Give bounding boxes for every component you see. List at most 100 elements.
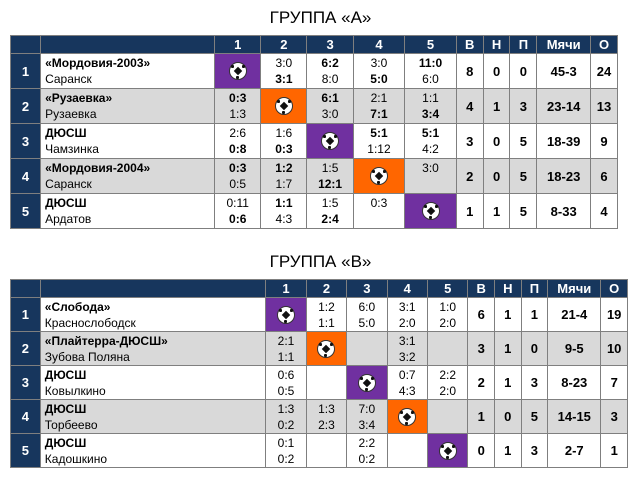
score-first-match: 0:3	[229, 161, 247, 175]
table-row: 4 ДЮСШ Торбеево 1:3 0:2 1:3 2:3 7:0 3:4 1 0 5 14-15…	[10, 399, 628, 434]
losses-cell: 3	[520, 433, 549, 468]
group-b-table: 1 2 3 4 5 В Н П Мячи О 1 «Слобода» Краснослободск 1:2…	[10, 279, 628, 468]
team-name: ДЮСШ	[44, 401, 87, 416]
score-second-match: 3:4	[358, 417, 376, 432]
team-city: Торбеево	[44, 417, 98, 432]
soccer-ball-icon	[438, 441, 457, 460]
draws-cell: 0	[482, 53, 511, 89]
column-header: 1	[214, 35, 262, 54]
team-cell: ДЮСШ Кадошкино	[39, 433, 267, 468]
team-city: Саранск	[45, 177, 92, 191]
score-second-match	[388, 451, 427, 467]
goals-cell: 21-4	[547, 297, 602, 332]
row-number: 2	[10, 331, 41, 366]
score-second-match: 12:1	[318, 177, 343, 191]
score-cell: 1:2 1:1	[305, 297, 348, 332]
team-name: «Рузаевка»	[45, 91, 113, 105]
score-cell	[426, 331, 469, 366]
column-header: 2	[305, 279, 348, 298]
column-header: 5	[426, 279, 469, 298]
table-row: 5 ДЮСШ Ардатов 0:11 0:6 1:1 4:3 1:5 2:4 0:3 1 1 5 8-…	[9, 193, 618, 229]
score-cell: 1:2 1:7	[260, 158, 308, 194]
score-second-match: 0:5	[229, 177, 247, 191]
column-header: Н	[482, 35, 511, 54]
score-second-match	[428, 417, 467, 433]
points-cell: 7	[600, 365, 628, 400]
score-first-match: 1:5	[321, 196, 339, 210]
score-second-match: 2:0	[398, 315, 416, 330]
column-header: П	[509, 35, 538, 54]
score-cell: 0:7 4:3	[386, 365, 428, 400]
score-second-match	[405, 176, 456, 192]
column-header: Н	[494, 279, 522, 298]
goals-cell: 14-15	[547, 399, 602, 434]
score-second-match: 3:4	[421, 107, 440, 121]
score-first-match: 11:0	[418, 56, 443, 70]
column-header: В	[455, 35, 484, 54]
score-cell: 2:1 1:1	[265, 331, 307, 366]
score-first-match: 1:6	[275, 126, 293, 140]
team-cell: ДЮСШ Ковылкино	[39, 365, 267, 400]
score-second-match	[307, 383, 346, 399]
row-number: 3	[9, 123, 42, 159]
table-row: 2 «Рузаевка» Рузаевка 0:3 1:3 6:1 3:0 2:1 7:1 1:1…	[9, 88, 618, 124]
team-cell: ДЮСШ Чамзинка	[40, 123, 216, 159]
score-cell: 7:0 3:4	[346, 399, 388, 434]
wins-cell: 2	[455, 158, 484, 194]
team-city: Ковылкино	[44, 383, 106, 398]
draws-cell: 1	[482, 88, 511, 124]
score-first-match: 6:1	[321, 91, 339, 105]
soccer-ball-icon	[277, 305, 295, 324]
score-second-match: 2:0	[439, 383, 457, 398]
table-row: 1 «Мордовия-2003» Саранск 3:0 3:1 6:2 8:0 3:0 5:…	[9, 53, 618, 89]
score-first-match: 1:3	[277, 401, 295, 416]
header-blank	[39, 279, 267, 298]
wins-cell: 1	[455, 193, 484, 229]
score-second-match	[354, 211, 405, 227]
score-cell: 2:1 7:1	[352, 88, 406, 124]
team-cell: ДЮСШ Ардатов	[40, 193, 216, 229]
table-row: 3 ДЮСШ Ковылкино 0:6 0:5 0:7 4:3 2:2 2:0 2 1 3 8-23…	[10, 365, 628, 400]
losses-cell: 5	[520, 399, 549, 434]
score-cell	[426, 399, 469, 434]
score-second-match: 3:1	[275, 72, 293, 86]
score-first-match: 1:5	[321, 161, 339, 175]
column-header: 5	[404, 35, 457, 54]
score-first-match: 2:2	[358, 435, 376, 450]
score-second-match: 0:3	[275, 142, 293, 156]
score-cell: 1:1 3:4	[404, 88, 457, 124]
row-number: 4	[9, 158, 42, 194]
score-first-match: 0:11	[226, 196, 249, 210]
score-first-match: 0:3	[229, 91, 247, 105]
column-header: Мячи	[547, 279, 602, 298]
self-match-cell	[404, 193, 457, 229]
score-first-match: 6:2	[321, 56, 339, 70]
score-first-match	[347, 333, 386, 349]
score-second-match: 2:0	[439, 315, 457, 330]
score-cell: 1:0 2:0	[426, 297, 469, 332]
losses-cell: 3	[520, 365, 549, 400]
score-cell: 3:1 2:0	[386, 297, 428, 332]
score-first-match	[307, 435, 346, 451]
score-cell	[386, 433, 428, 468]
points-cell: 24	[590, 53, 618, 89]
self-match-cell	[214, 53, 262, 89]
score-first-match: 1:1	[422, 91, 439, 105]
points-cell: 9	[590, 123, 618, 159]
header-blank	[9, 35, 42, 54]
soccer-ball-icon	[321, 132, 340, 150]
score-cell: 5:1 1:12	[352, 123, 406, 159]
team-cell: ДЮСШ Торбеево	[39, 399, 267, 434]
team-name: ДЮСШ	[44, 367, 87, 382]
score-second-match: 0:2	[277, 451, 295, 466]
soccer-ball-icon	[421, 202, 440, 220]
score-first-match: 1:2	[275, 161, 293, 175]
score-second-match: 5:0	[370, 72, 388, 86]
goals-cell: 2-7	[547, 433, 602, 468]
score-second-match: 0:8	[229, 142, 247, 156]
team-city: Чамзинка	[45, 142, 99, 156]
score-second-match	[347, 349, 386, 365]
draws-cell: 0	[482, 123, 511, 159]
score-first-match: 0:1	[277, 435, 295, 450]
score-cell: 6:0 5:0	[346, 297, 388, 332]
